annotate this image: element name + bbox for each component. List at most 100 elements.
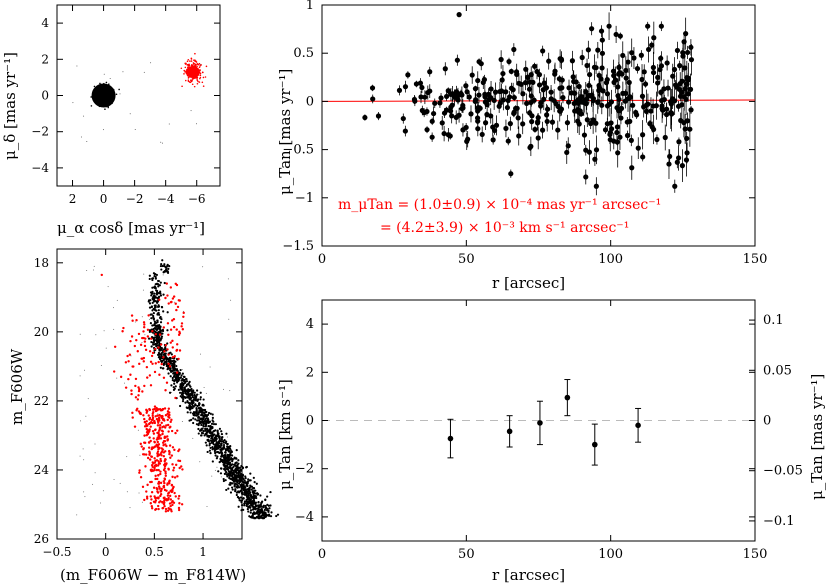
cmd-field-point (155, 443, 158, 446)
cmd-cluster-point (163, 263, 166, 266)
cmd-field-point (149, 360, 153, 364)
tangential-point (484, 101, 490, 108)
cmd-cluster-point (153, 308, 156, 311)
cmd-cluster-point (207, 421, 210, 424)
cmd-cluster-point (223, 468, 226, 471)
cmd-cluster-point (237, 482, 240, 485)
vpd-y-tick-label: 0 (41, 89, 49, 103)
binned-point (537, 420, 543, 426)
field-point (196, 72, 199, 74)
binned-point (564, 394, 571, 401)
cmd-field-point (154, 474, 157, 478)
field-point (186, 74, 189, 77)
cmd-cluster-point (159, 281, 162, 284)
cmd-field-point (143, 425, 147, 428)
tangential-point (463, 124, 469, 131)
tangential-point (645, 23, 651, 29)
cmd-cluster-point (152, 316, 155, 319)
tangential-point (672, 98, 678, 104)
field-point (189, 67, 191, 69)
cluster-point (101, 98, 104, 100)
cmd-cluster-point (234, 464, 238, 467)
cluster-point (100, 96, 103, 99)
cmd-cluster-point (204, 413, 207, 416)
cmd-cluster-point (246, 480, 250, 483)
cmd-cluster-point (238, 486, 241, 489)
cmd-cluster-point (178, 391, 182, 394)
cmd-field-point (150, 491, 154, 494)
tangential-point (528, 99, 534, 106)
field-point (102, 129, 104, 131)
tangential-point (520, 121, 526, 127)
cmd-field-point (182, 315, 185, 318)
binned-y-label: μ_Tan [km s⁻¹] (276, 379, 294, 490)
tangential-point (629, 165, 635, 171)
cmd-cluster-point (199, 410, 202, 413)
cmd-cluster-point (214, 454, 217, 457)
cmd-field-point (150, 455, 154, 458)
cmd-cluster-point (175, 369, 178, 372)
cmd-field-point (168, 482, 171, 485)
vpd-cluster-points (72, 62, 201, 144)
cmd-field-point (149, 502, 152, 505)
cmd-cluster-point (269, 490, 272, 494)
cmd-field-point (164, 426, 167, 429)
cmd-field-point (178, 299, 181, 302)
cmd-cluster-point (276, 513, 280, 516)
cmd-field-point (144, 465, 147, 468)
cmd-field-point (155, 486, 158, 490)
cmd-field-point (149, 480, 152, 484)
tangential-y-tick-label: 1 (306, 0, 314, 13)
tangential-point (683, 157, 690, 163)
cmd-cluster-point (251, 500, 254, 504)
tangential-point (614, 129, 620, 136)
cmd-cluster-point (244, 481, 247, 484)
cmd-cluster-point (171, 376, 174, 380)
tangential-point (666, 161, 672, 167)
tangential-x-label: r [arcsec] (492, 274, 565, 292)
cmd-cluster-point (195, 409, 198, 412)
cmd-cluster-point (233, 483, 236, 486)
tangential-point (546, 58, 552, 64)
cmd-cluster-point (243, 502, 246, 505)
cmd-scatter-point (112, 307, 114, 309)
cmd-cluster-point (189, 397, 193, 400)
cmd-cluster-point (195, 406, 198, 410)
cmd-field-point (156, 504, 160, 508)
tangential-point (589, 26, 595, 32)
cmd-cluster-point (257, 501, 260, 504)
binned-x-ticks: 0 50 100 150 (318, 300, 767, 562)
field-point (180, 67, 183, 70)
cmd-field-point (172, 469, 175, 472)
binned-x-label: r [arcsec] (492, 566, 565, 584)
cmd-scatter-point (230, 299, 232, 301)
cmd-cluster-point (229, 474, 233, 477)
tangential-point (445, 88, 451, 94)
cmd-field-point (159, 457, 162, 461)
cmd-scatter-point (95, 334, 97, 336)
cmd-field-point (152, 469, 155, 472)
tangential-point (624, 132, 631, 139)
cmd-cluster-point (218, 451, 221, 455)
cmd-field-point (147, 414, 150, 417)
cmd-field-point (100, 273, 103, 277)
cmd-cluster-point (238, 480, 242, 484)
cluster-point (108, 83, 110, 85)
tangential-point (466, 94, 472, 100)
cmd-field-point (133, 425, 137, 428)
binned-point (635, 422, 641, 429)
cmd-field-point (142, 414, 145, 417)
cmd-field-point (148, 374, 152, 377)
cmd-field-point (144, 337, 147, 340)
tangential-point (475, 126, 481, 132)
field-point (192, 73, 195, 75)
cmd-cluster-point (205, 433, 208, 436)
tangential-point (475, 77, 481, 84)
cmd-field-point (174, 431, 177, 435)
tangential-point (615, 84, 621, 90)
tangential-point (596, 87, 602, 94)
tangential-point (616, 96, 622, 102)
cmd-cluster-point (193, 414, 197, 417)
cmd-cluster-point (211, 416, 214, 419)
cmd-cluster-points (76, 259, 280, 520)
